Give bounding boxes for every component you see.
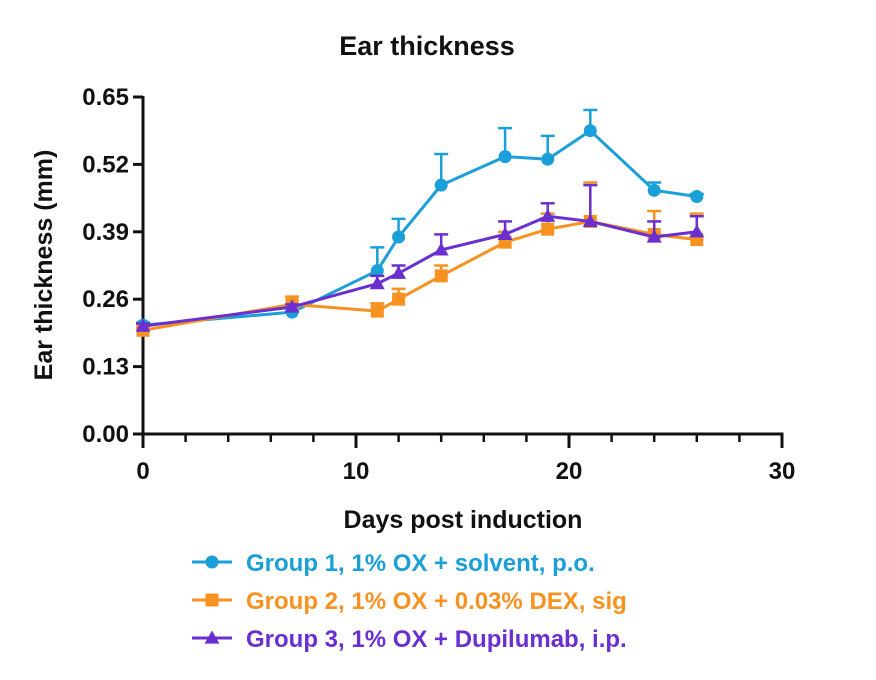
data-point (690, 190, 704, 204)
legend-item-3: Group 3, 1% OX + Dupilumab, i.p. (192, 626, 627, 653)
legend-item-1: Group 1, 1% OX + solvent, p.o. (192, 550, 595, 577)
y-tick-label: 0.65 (82, 84, 129, 111)
y-tick-label: 0.00 (82, 421, 129, 448)
data-point (370, 304, 384, 318)
series-layer (135, 108, 705, 337)
data-point (135, 318, 151, 332)
data-point (497, 226, 513, 240)
y-tick-label: 0.39 (82, 219, 129, 246)
data-point (284, 299, 300, 313)
data-point (689, 224, 705, 238)
y-tick-label: 0.52 (82, 151, 129, 178)
series-3 (135, 183, 705, 332)
data-point (204, 630, 220, 644)
data-point (582, 213, 598, 228)
x-tick-label: 20 (556, 458, 583, 485)
data-point (205, 555, 219, 569)
legend-label: Group 2, 1% OX + 0.03% DEX, sig (246, 588, 627, 615)
data-point (391, 265, 407, 279)
series-line (142, 214, 697, 328)
legend-label: Group 1, 1% OX + solvent, p.o. (246, 550, 595, 577)
x-axis-label: Days post induction (344, 506, 583, 534)
axes: 0.00 0.13 0.26 0.39 0.52 0.65 0 10 20 30 (82, 84, 795, 485)
y-tick-label: 0.13 (82, 354, 129, 381)
x-tick-label: 0 (136, 458, 149, 485)
x-tick-label: 10 (343, 458, 370, 485)
series-2 (136, 181, 704, 337)
legend-item-2: Group 2, 1% OX + 0.03% DEX, sig (192, 588, 627, 615)
data-point (541, 222, 555, 236)
data-point (646, 229, 662, 243)
chart-title: Ear thickness (339, 31, 515, 61)
y-axis-label: Ear thickness (mm) (30, 150, 58, 381)
data-point (434, 178, 448, 192)
data-point (205, 593, 219, 607)
data-point (433, 242, 449, 256)
data-point (369, 276, 385, 290)
data-point (370, 264, 384, 278)
data-point (541, 152, 555, 166)
series-line (142, 129, 698, 327)
data-point (540, 208, 556, 222)
legend: Group 1, 1% OX + solvent, p.o. Group 2, 1… (192, 550, 627, 653)
data-point (434, 269, 448, 283)
data-point (392, 292, 406, 306)
data-point (583, 124, 597, 138)
series-1 (136, 108, 704, 332)
legend-label: Group 3, 1% OX + Dupilumab, i.p. (246, 626, 627, 653)
data-point (392, 230, 406, 244)
y-tick-label: 0.26 (82, 286, 129, 313)
data-point (647, 183, 661, 197)
data-point (498, 150, 512, 164)
x-tick-label: 30 (769, 458, 796, 485)
